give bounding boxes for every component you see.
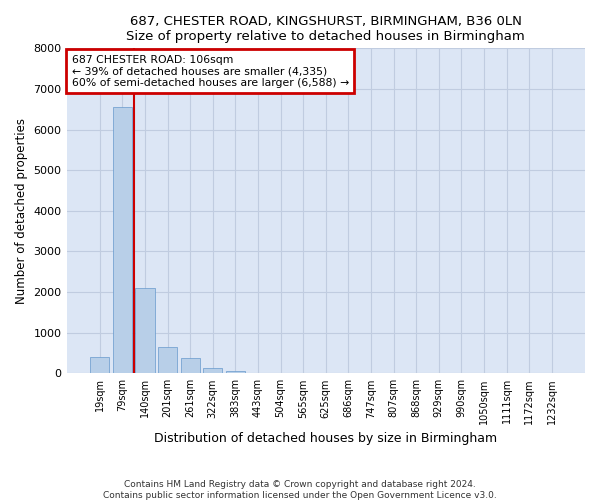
Bar (136, 288, 155, 374)
Bar (158, 347, 177, 374)
Bar (90, 357, 109, 374)
Title: 687, CHESTER ROAD, KINGSHURST, BIRMINGHAM, B36 0LN
Size of property relative to : 687, CHESTER ROAD, KINGSHURST, BIRMINGHA… (127, 15, 525, 43)
Y-axis label: Number of detached properties: Number of detached properties (15, 118, 28, 304)
Bar (113, 107, 132, 374)
Text: 687 CHESTER ROAD: 106sqm
← 39% of detached houses are smaller (4,335)
60% of sem: 687 CHESTER ROAD: 106sqm ← 39% of detach… (72, 55, 349, 88)
Bar (203, 368, 223, 374)
X-axis label: Distribution of detached houses by size in Birmingham: Distribution of detached houses by size … (154, 432, 497, 445)
Text: Contains HM Land Registry data © Crown copyright and database right 2024.
Contai: Contains HM Land Registry data © Crown c… (103, 480, 497, 500)
Bar (181, 358, 200, 374)
Bar (226, 371, 245, 374)
